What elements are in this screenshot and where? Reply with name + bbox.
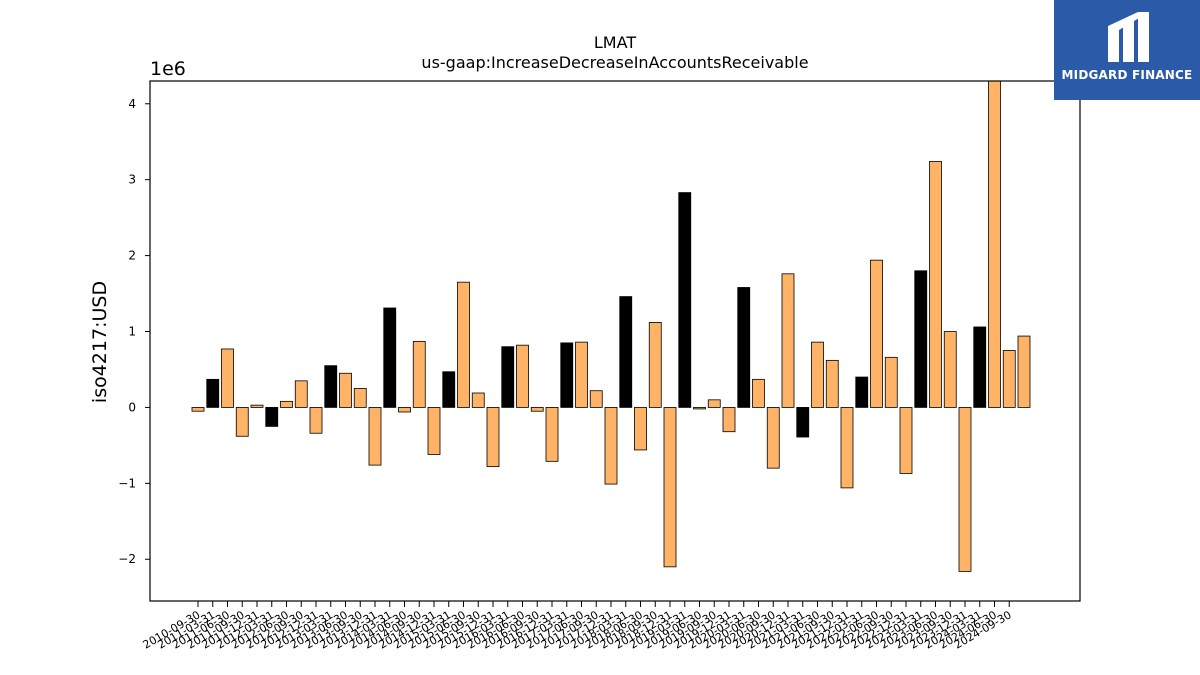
bar — [280, 400, 293, 408]
bar — [191, 407, 205, 412]
y-tick-label: 2 — [128, 249, 136, 263]
bar — [339, 372, 352, 408]
bar — [516, 344, 529, 408]
bar — [486, 407, 500, 468]
y-tick-label: 3 — [128, 173, 136, 187]
bar — [693, 407, 706, 410]
bar — [309, 407, 323, 434]
bar — [663, 407, 677, 568]
bar — [855, 376, 869, 408]
plot-frame — [149, 80, 1081, 602]
bar — [412, 340, 426, 408]
bar — [530, 407, 544, 412]
bar — [943, 331, 957, 408]
bar — [575, 341, 588, 408]
bar — [294, 380, 308, 408]
bar — [604, 407, 618, 485]
bar — [958, 407, 972, 572]
bar — [973, 326, 987, 408]
bar — [619, 296, 633, 408]
bar — [1002, 350, 1016, 408]
y-multiplier-label: 1e6 — [150, 58, 186, 80]
y-tick-label: 0 — [128, 400, 136, 414]
bar — [825, 359, 839, 408]
bar — [752, 378, 765, 408]
bar — [457, 281, 470, 408]
bar — [235, 407, 249, 437]
bar — [781, 273, 795, 408]
bar — [840, 407, 854, 489]
bar — [368, 407, 382, 466]
bar — [221, 348, 234, 408]
y-tick-label: 1 — [128, 325, 136, 339]
chart-subtitle: us-gaap:IncreaseDecreaseInAccountsReceiv… — [421, 53, 808, 72]
bar — [929, 161, 942, 408]
bar — [250, 404, 264, 408]
bar — [442, 371, 456, 408]
x-axis: 2010-09-302011-03-312011-06-302011-09-30… — [141, 601, 1014, 652]
y-axis: −2 −1 0 1 2 3 4 — [118, 97, 150, 566]
bar — [471, 392, 485, 408]
y-axis-label: iso4217:USD — [89, 281, 111, 403]
bars-group — [191, 80, 1031, 572]
bar — [796, 407, 810, 438]
bar — [884, 356, 898, 408]
bar — [427, 407, 441, 455]
logo: MIDGARD FINANCE — [1054, 0, 1200, 100]
bar — [914, 270, 928, 408]
bar — [353, 388, 367, 408]
bar — [501, 346, 515, 408]
bar — [1017, 335, 1031, 408]
bar — [206, 378, 220, 408]
bar — [766, 407, 780, 469]
chart-title: LMAT — [594, 33, 636, 52]
bar — [398, 407, 411, 413]
y-tick-label: −1 — [118, 476, 136, 490]
bar — [545, 407, 559, 462]
bar — [722, 407, 736, 433]
bar — [737, 287, 751, 408]
bar — [560, 342, 574, 408]
bar — [265, 407, 279, 427]
bar — [324, 365, 338, 408]
bar — [634, 407, 647, 451]
bar — [589, 390, 603, 408]
logo-mark-icon — [1108, 12, 1149, 62]
bar — [988, 80, 1001, 408]
bar — [648, 322, 662, 408]
y-tick-label: 4 — [128, 97, 136, 111]
bar — [678, 192, 692, 408]
y-tick-label: −2 — [118, 552, 136, 566]
bar — [811, 341, 824, 408]
bar — [707, 399, 721, 408]
bar — [899, 407, 913, 474]
bar — [870, 259, 883, 408]
bar — [383, 307, 397, 408]
logo-text: MIDGARD FINANCE — [1061, 68, 1193, 82]
